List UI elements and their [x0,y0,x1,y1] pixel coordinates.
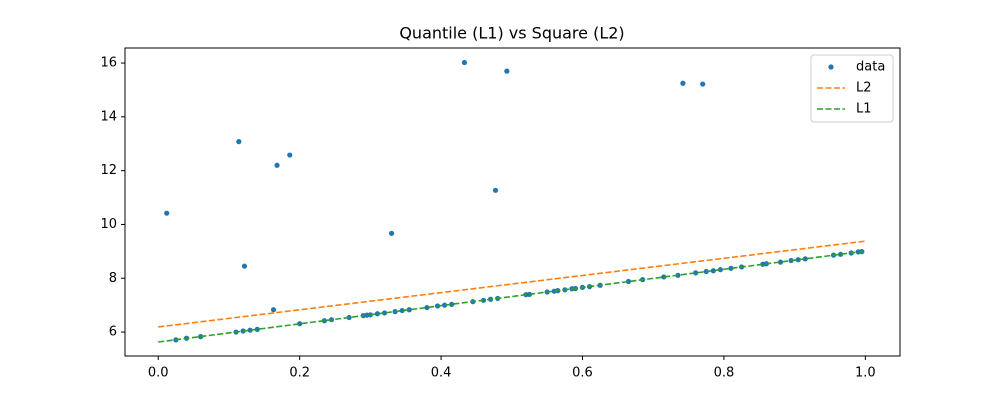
legend-label: L2 [856,81,872,96]
series-line [158,240,866,328]
data-point [838,251,844,257]
data-point [795,257,801,263]
legend-box [810,54,894,123]
x-tick-label: 0.0 [148,366,169,381]
data-point [406,307,412,313]
data-point [321,318,328,324]
y-tick-label: 6 [109,325,117,340]
x-tick-label: 0.4 [431,366,452,381]
data-point [777,259,784,265]
data-point [247,327,253,333]
x-tick-label: 0.2 [289,366,310,381]
x-tick-label: 1.0 [855,366,876,381]
legend-label: data [856,60,885,75]
data-point [442,302,448,308]
data-point [388,230,395,236]
plot-frame [124,47,901,357]
data-point [381,310,388,316]
data-point [802,256,808,262]
data-point [399,307,405,314]
data-point [680,80,686,86]
y-tick-label: 8 [109,271,117,286]
chart-title: Quantile (L1) vs Square (L2) [399,24,624,43]
y-tick-label: 10 [100,217,117,232]
data-point [492,187,499,193]
legend-marker [828,64,834,70]
data-point [710,268,716,274]
data-point [287,152,293,158]
data-point [274,162,280,168]
data-point [241,263,248,269]
data-point [728,265,734,271]
data-point [504,68,510,74]
x-tick-label: 0.8 [714,366,735,381]
data-point [693,270,699,276]
legend-label: L1 [856,102,872,117]
data-point [700,81,706,87]
data-point [297,321,303,327]
data-point [236,139,242,145]
data-point [164,210,170,216]
data-point [270,307,277,313]
series-line [158,250,866,343]
data-point [461,59,468,66]
data-point [661,274,667,280]
data-point [424,304,430,311]
y-tick-label: 12 [100,163,117,178]
y-tick-label: 16 [100,56,117,71]
data-point [625,278,632,285]
y-tick-label: 14 [100,109,117,124]
data-point [254,326,260,332]
x-tick-label: 0.6 [572,366,593,381]
data-point [449,301,455,307]
